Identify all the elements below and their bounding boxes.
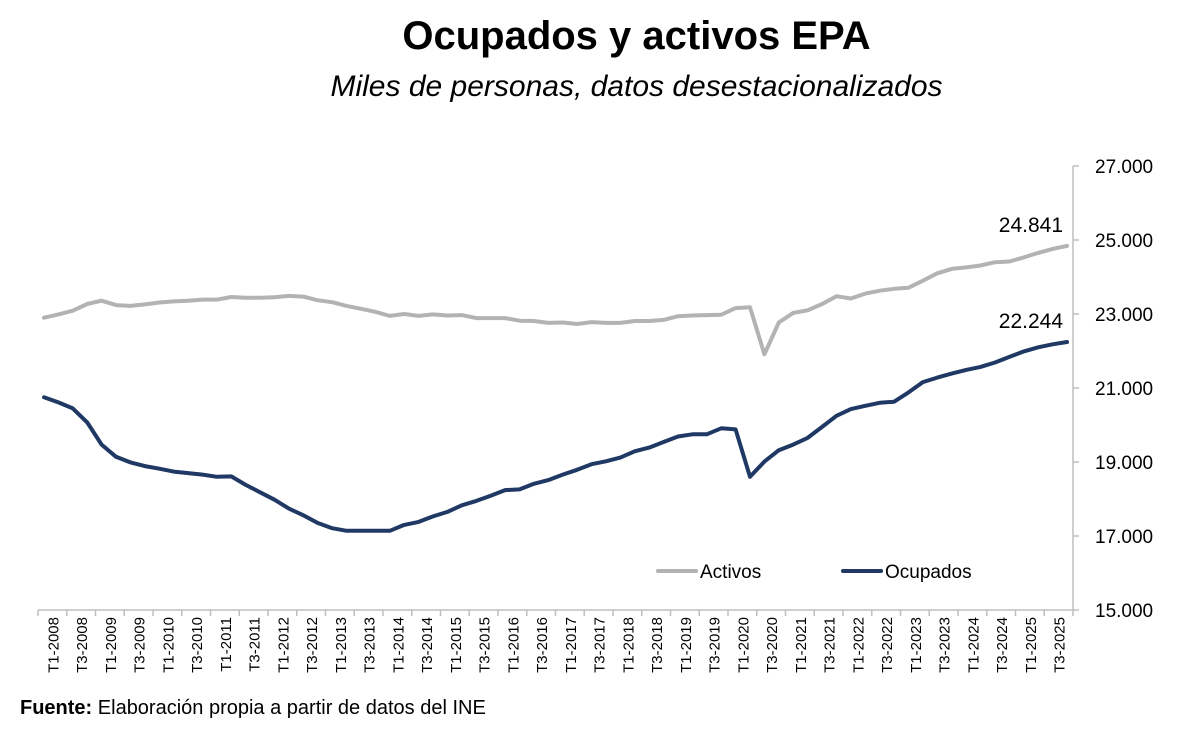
source-note: Fuente: Elaboración propia a partir de d… — [20, 697, 486, 720]
x-tick-label: T1-2024 — [965, 617, 982, 673]
chart-subtitle: Miles de personas, datos desestacionaliz… — [330, 70, 943, 103]
x-tick-label: T1-2012 — [275, 617, 292, 673]
end-label-activos: 24.841 — [999, 214, 1063, 237]
legend-label-ocupados: Ocupados — [885, 562, 972, 583]
x-tick-label: T1-2008 — [45, 617, 62, 673]
x-tick-label: T3-2020 — [764, 617, 781, 673]
source-label: Fuente: — [20, 697, 93, 719]
x-tick-label: T1-2011 — [218, 617, 235, 672]
y-tick-label: 27.000 — [1095, 157, 1153, 178]
x-tick-label: T1-2015 — [448, 617, 465, 673]
x-tick-label: T3-2019 — [707, 617, 724, 673]
end-label-ocupados: 22.244 — [999, 310, 1064, 333]
chart-legend: Activos Ocupados — [656, 562, 972, 583]
y-tick-label: 19.000 — [1095, 453, 1153, 474]
x-tick-label: T1-2013 — [333, 617, 350, 673]
x-tick-label: T3-2011 — [247, 617, 264, 672]
source-text: Elaboración propia a partir de datos del… — [97, 697, 486, 719]
x-tick-label: T3-2024 — [994, 617, 1011, 673]
x-tick-label: T3-2021 — [822, 617, 839, 673]
x-tick-label: T3-2008 — [74, 617, 91, 673]
y-tick-label: 17.000 — [1095, 527, 1153, 548]
x-tick-label: T3-2010 — [189, 617, 206, 673]
y-tick-label: 21.000 — [1095, 379, 1153, 400]
legend-label-activos: Activos — [700, 562, 761, 583]
chart-title: Ocupados y activos EPA — [402, 14, 871, 58]
end-labels: 24.841 22.244 — [999, 214, 1064, 333]
x-tick-label: T3-2012 — [304, 617, 321, 673]
x-tick-label: T3-2013 — [362, 617, 379, 673]
series-lines — [42, 243, 1069, 533]
x-tick-label: T3-2015 — [477, 617, 494, 673]
x-tick-labels: T1-2008 T3-2008 T1-2009 T3-2009 T1-2010 T3-20… — [37, 610, 1074, 673]
y-tick-label: 25.000 — [1095, 231, 1153, 252]
x-tick-label: T1-2025 — [1023, 617, 1040, 673]
x-tick-label: T1-2023 — [908, 617, 925, 673]
series-line-activos — [42, 243, 1069, 357]
x-tick-label: T1-2021 — [793, 617, 810, 673]
x-tick-label: T3-2018 — [649, 617, 666, 673]
x-tick-label: T1-2019 — [678, 617, 695, 673]
series-line-ocupados — [42, 340, 1069, 533]
x-tick-label: T1-2018 — [620, 617, 637, 673]
y-tick-labels: 15.000 17.000 19.000 21.000 23.000 25.000 27.0… — [1073, 157, 1153, 622]
x-tick-label: T1-2022 — [850, 617, 867, 673]
x-tick-label: T3-2009 — [132, 617, 149, 673]
x-tick-label: T1-2016 — [505, 617, 522, 673]
x-tick-label: T3-2016 — [534, 617, 551, 673]
x-tick-label: T3-2025 — [1052, 617, 1069, 673]
x-tick-label: T1-2020 — [735, 617, 752, 673]
x-tick-label: T3-2017 — [592, 617, 609, 673]
x-tick-label: T3-2023 — [937, 617, 954, 673]
x-tick-label: T1-2017 — [563, 617, 580, 673]
x-tick-label: T3-2022 — [879, 617, 896, 673]
x-tick-label: T1-2010 — [160, 617, 177, 673]
y-tick-label: 15.000 — [1095, 601, 1153, 622]
x-tick-label: T1-2009 — [103, 617, 120, 673]
y-tick-label: 23.000 — [1095, 305, 1153, 326]
x-tick-label: T3-2014 — [419, 617, 436, 673]
x-tick-label: T1-2014 — [390, 617, 407, 673]
